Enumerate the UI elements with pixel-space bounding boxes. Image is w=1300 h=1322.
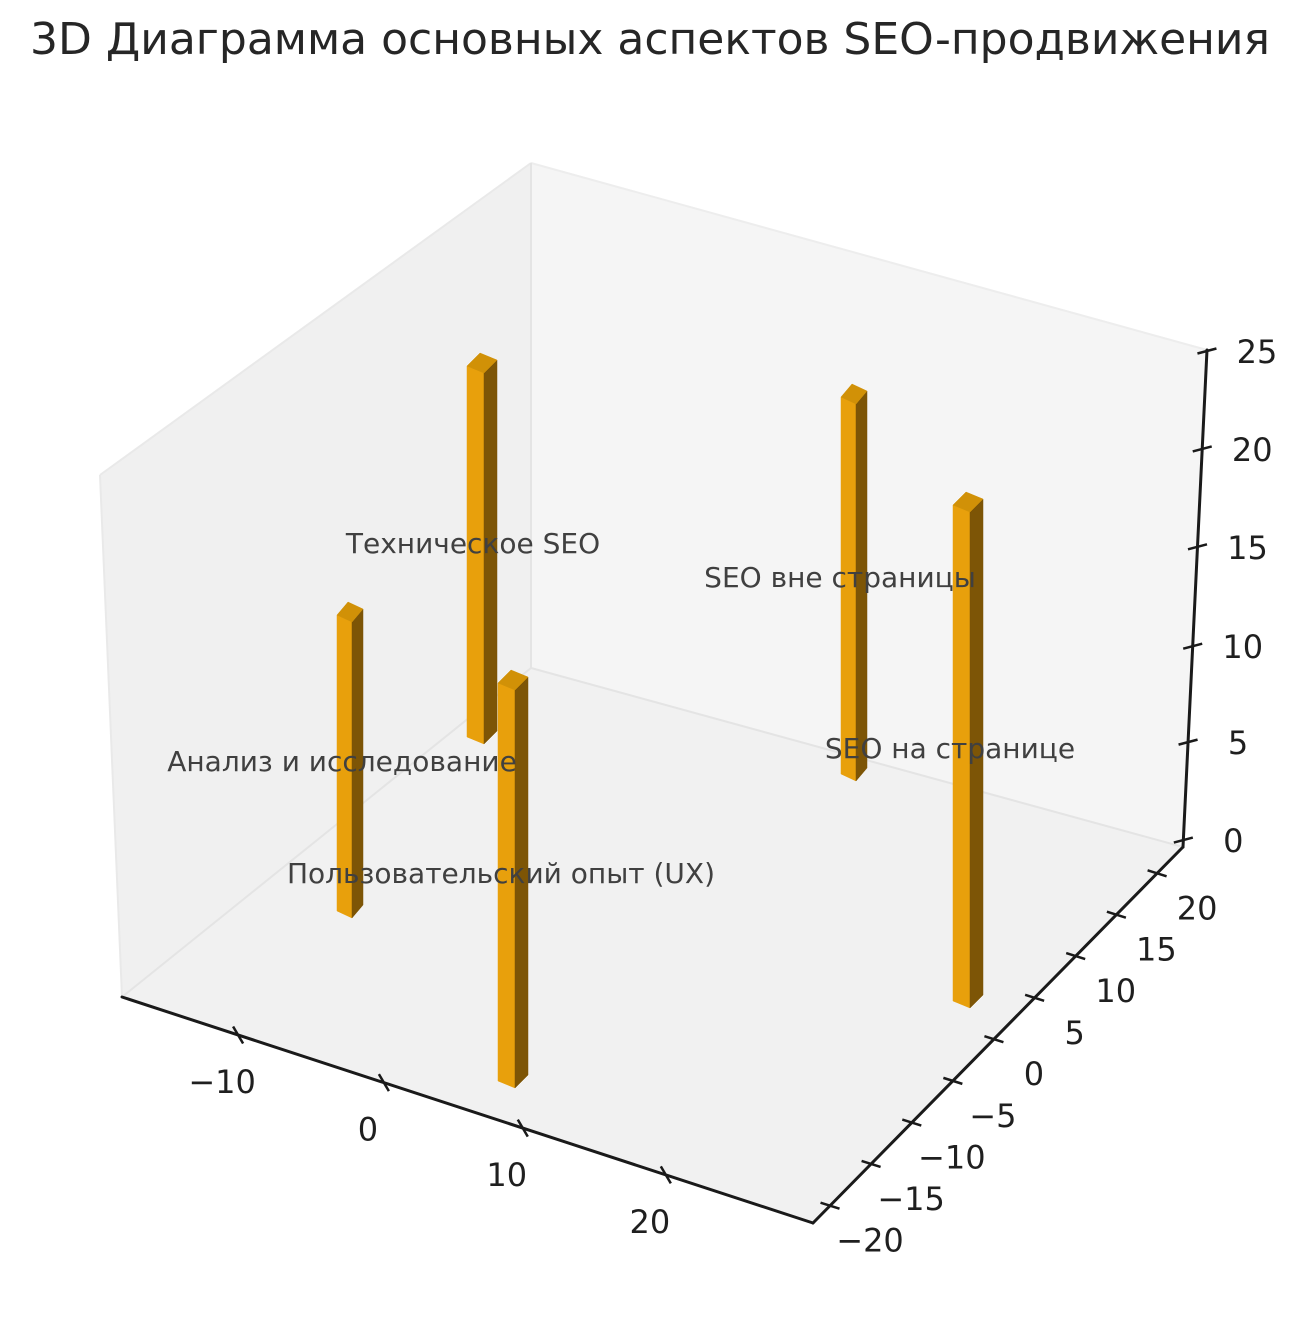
y-axis-tick (901, 1118, 922, 1127)
bar-label: Пользовательский опыт (UX) (287, 857, 715, 890)
x-axis-tick (377, 1073, 390, 1092)
bar-label: SEO на странице (825, 732, 1075, 765)
y-axis-line (811, 845, 1185, 1225)
z-axis-tick-label: 25 (1237, 333, 1278, 371)
x-axis-tick (232, 1025, 245, 1045)
y-axis-tick (820, 1201, 840, 1210)
x-axis-tick (516, 1118, 529, 1138)
z-axis-tick (1173, 836, 1194, 844)
y-axis-tick-label: 15 (1136, 931, 1177, 969)
pane-edge-top-right (530, 162, 1208, 351)
bar-top-face (497, 669, 529, 691)
z-axis-tick-label: 0 (1223, 822, 1243, 860)
z-axis-tick-label: 20 (1232, 431, 1273, 469)
z-axis-tick (1197, 347, 1217, 355)
bar-top-face (840, 383, 868, 405)
y-axis-tick-label: −15 (877, 1180, 945, 1218)
y-axis-tick-label: 0 (1024, 1055, 1044, 1093)
pane-right-wall (531, 163, 1207, 847)
x-axis-tick-label: 0 (358, 1111, 378, 1149)
y-axis-tick-label: 10 (1095, 972, 1136, 1010)
y-axis-tick-label: 20 (1177, 889, 1218, 927)
y-axis-tick (1065, 951, 1086, 961)
y-axis-tick (861, 1159, 881, 1169)
z-axis-tick (1178, 738, 1198, 746)
z-axis-tick (1182, 642, 1203, 650)
bar-top-face (336, 601, 364, 623)
pane-floor (122, 668, 1183, 1223)
z-axis-tick-label: 5 (1228, 724, 1248, 762)
pane-edge-left-vert (99, 474, 123, 998)
z-axis-line (1181, 348, 1209, 849)
z-axis-tick-label: 15 (1227, 529, 1268, 567)
y-axis-tick (1024, 993, 1045, 1002)
pane-left-wall (100, 163, 531, 997)
y-axis-tick (1106, 910, 1127, 919)
bar-label: Анализ и исследование (167, 745, 517, 778)
z-axis-tick-label: 10 (1222, 628, 1263, 666)
bar-top-face (952, 491, 984, 513)
y-axis-tick (984, 1034, 1004, 1044)
bar-top-face (466, 352, 498, 374)
bar-label: SEO вне страницы (704, 561, 976, 594)
bar-label: Техническое SEO (345, 527, 600, 560)
x-axis-tick-label: 10 (486, 1156, 527, 1194)
y-axis-tick (1147, 869, 1167, 878)
pane-edge-floor-left (121, 667, 532, 998)
y-axis-tick-label: −10 (918, 1139, 986, 1177)
z-axis-tick (1192, 445, 1213, 453)
z-axis-tick (1187, 543, 1208, 551)
y-axis-tick-label: 5 (1064, 1014, 1084, 1052)
x-axis-tick-label: −10 (188, 1063, 256, 1101)
y-axis-tick (942, 1076, 963, 1086)
x-axis-tick-label: 20 (629, 1203, 670, 1241)
y-axis-tick-label: −5 (969, 1097, 1016, 1135)
x-axis-tick (659, 1165, 672, 1184)
y-axis-tick-label: −20 (836, 1222, 904, 1260)
chart-title: 3D Диаграмма основных аспектов SEO-продв… (29, 14, 1270, 65)
pane-edge-top-left (99, 162, 532, 476)
